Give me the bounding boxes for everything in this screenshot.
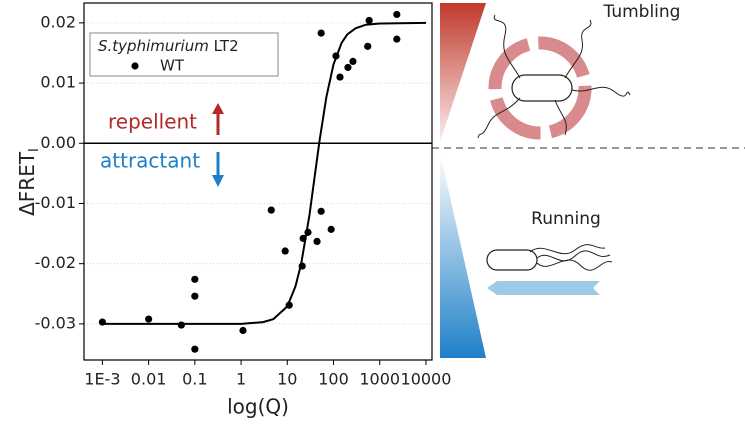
y-tick-label: 0.02 [40, 12, 76, 31]
x-tick-label: 0.01 [131, 370, 167, 389]
x-tick-label: 0.1 [182, 370, 207, 389]
repellent-label: repellent [108, 110, 197, 134]
tumbling-diagram [477, 14, 631, 140]
data-point [177, 321, 185, 329]
data-point [393, 10, 401, 19]
tumble-gradient [440, 3, 486, 142]
fit-line [102, 21, 427, 325]
y-axis-title-main: ΔFRET [15, 151, 39, 216]
legend-label: WT [160, 57, 185, 75]
y-tick-label: -0.03 [35, 313, 76, 332]
x-tick-label: 10 [277, 370, 297, 389]
data-point [304, 228, 312, 236]
legend-title-italic: S.typhimurium [98, 37, 209, 55]
repellent-arrow [212, 103, 224, 135]
y-tick-label: -0.02 [35, 253, 76, 272]
data-point [191, 275, 199, 283]
data-point [332, 52, 340, 60]
x-tick-label: 1000 [359, 370, 400, 389]
data-point [267, 206, 275, 214]
x-tick-label: 100 [318, 370, 349, 389]
legend-title-rest: LT2 [214, 37, 239, 55]
y-axis-title-sub: I [27, 148, 42, 152]
legend-box [89, 32, 279, 77]
data-point [317, 29, 325, 37]
y-tick-label: -0.01 [35, 193, 76, 212]
data-point [299, 234, 307, 242]
data-point [327, 225, 335, 233]
x-tick-label: 1 [236, 370, 246, 389]
attractant-label: attractant [100, 149, 200, 173]
legend-marker [131, 62, 139, 70]
x-tick-label: 10000 [401, 370, 452, 389]
y-axis-title: ΔFRETI [15, 148, 42, 216]
data-point [145, 315, 153, 323]
tumbling-label: Tumbling [603, 2, 681, 22]
data-point [349, 57, 357, 65]
legend-title: S.typhimurium LT2 [98, 37, 239, 55]
data-point [364, 42, 372, 50]
x-tick-label: 1E-3 [84, 370, 120, 389]
running-diagram [486, 244, 613, 295]
data-point [393, 35, 401, 43]
data-point [281, 247, 289, 255]
data-point [317, 207, 325, 215]
data-point [365, 16, 373, 25]
data-point [344, 63, 352, 72]
y-tick-label: 0.00 [40, 133, 76, 152]
data-point [285, 301, 293, 309]
data-point [298, 262, 306, 270]
data-point [336, 73, 344, 81]
attractant-arrow [212, 152, 224, 187]
y-tick-label: 0.01 [40, 73, 76, 92]
data-point [313, 237, 321, 246]
x-axis-title: log(Q) [227, 395, 289, 419]
run-gradient [440, 152, 486, 358]
data-point [191, 345, 199, 353]
data-point [239, 326, 247, 335]
data-point [98, 318, 106, 326]
data-point [191, 292, 199, 300]
plot-frame [83, 2, 433, 361]
running-label: Running [531, 209, 601, 229]
